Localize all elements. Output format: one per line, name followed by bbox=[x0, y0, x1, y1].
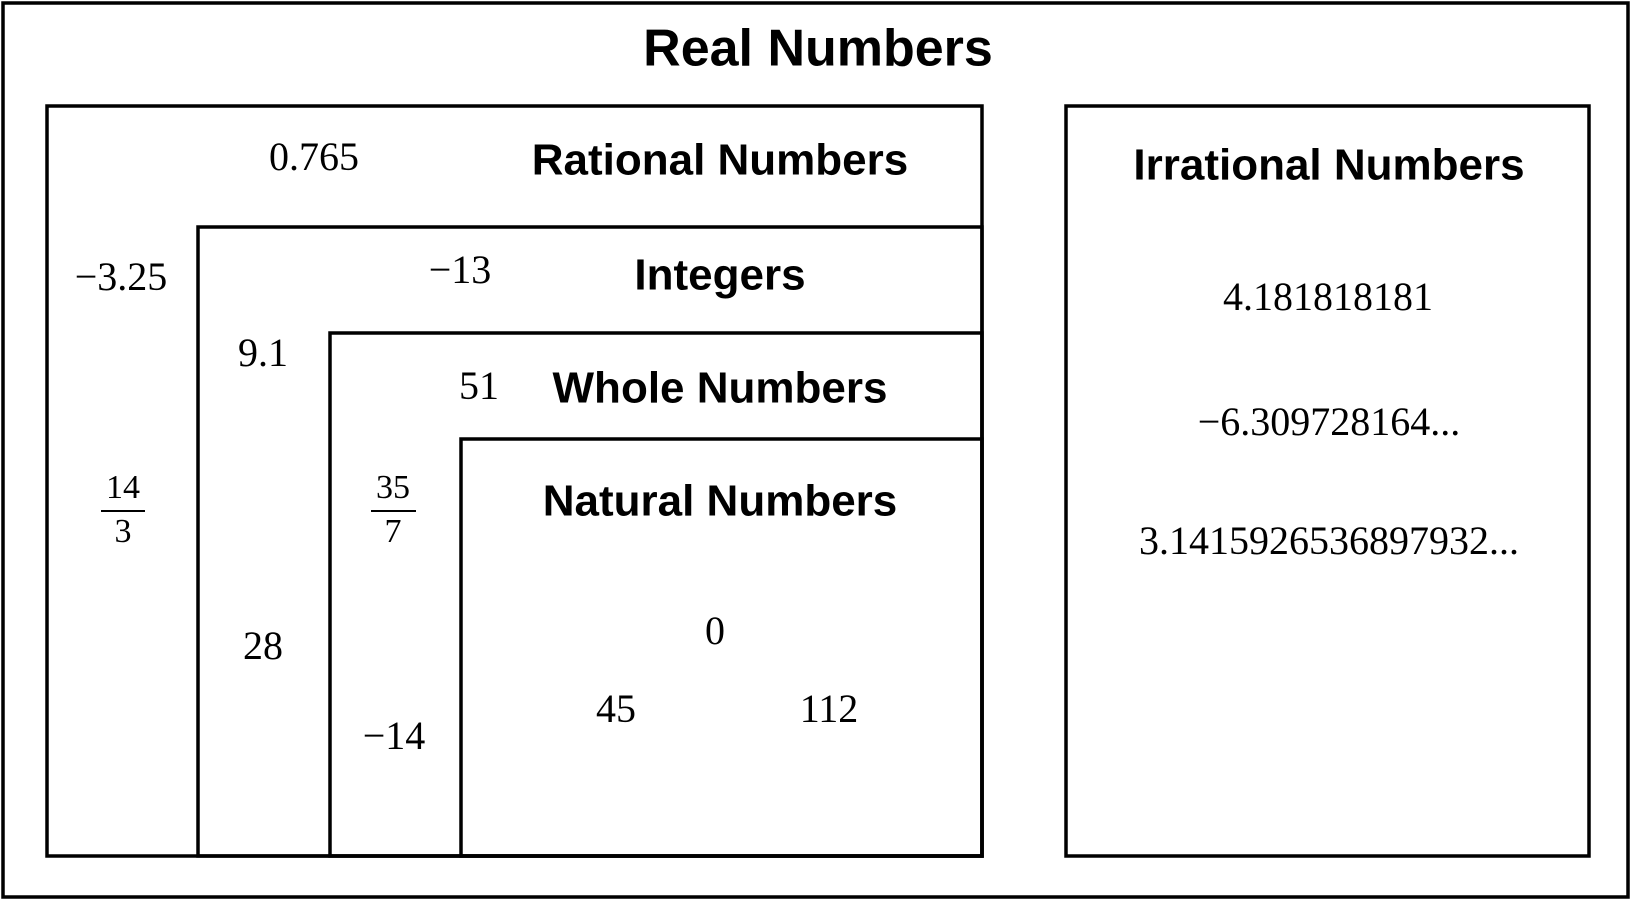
integers-box bbox=[196, 225, 984, 858]
set-label: Whole Numbers bbox=[553, 364, 888, 413]
member: 28 bbox=[243, 623, 283, 668]
member: 3.1415926536897932... bbox=[1139, 518, 1519, 563]
member: 51 bbox=[459, 363, 499, 408]
member: −14 bbox=[363, 713, 426, 758]
numerator: 14 bbox=[106, 469, 140, 506]
denominator: 3 bbox=[115, 513, 132, 550]
member: −6.309728164... bbox=[1198, 399, 1461, 444]
set-label: Natural Numbers bbox=[543, 477, 898, 526]
member: 0 bbox=[705, 608, 725, 653]
member: 45 bbox=[596, 686, 636, 731]
denominator: 7 bbox=[385, 513, 402, 550]
set-label: Rational Numbers bbox=[532, 136, 909, 185]
numerator: 35 bbox=[376, 469, 410, 506]
irrational-box bbox=[1064, 104, 1591, 858]
member: 0.765 bbox=[269, 134, 359, 179]
title: Real Numbers bbox=[643, 20, 993, 78]
member: 9.1 bbox=[238, 330, 288, 375]
natural-box bbox=[459, 437, 984, 858]
member: 112 bbox=[800, 686, 859, 731]
set-label: Irrational Numbers bbox=[1133, 141, 1524, 190]
member: −3.25 bbox=[75, 254, 168, 299]
member: −13 bbox=[429, 247, 492, 292]
member: 4.181818181 bbox=[1223, 274, 1433, 319]
set-label: Integers bbox=[634, 251, 805, 300]
